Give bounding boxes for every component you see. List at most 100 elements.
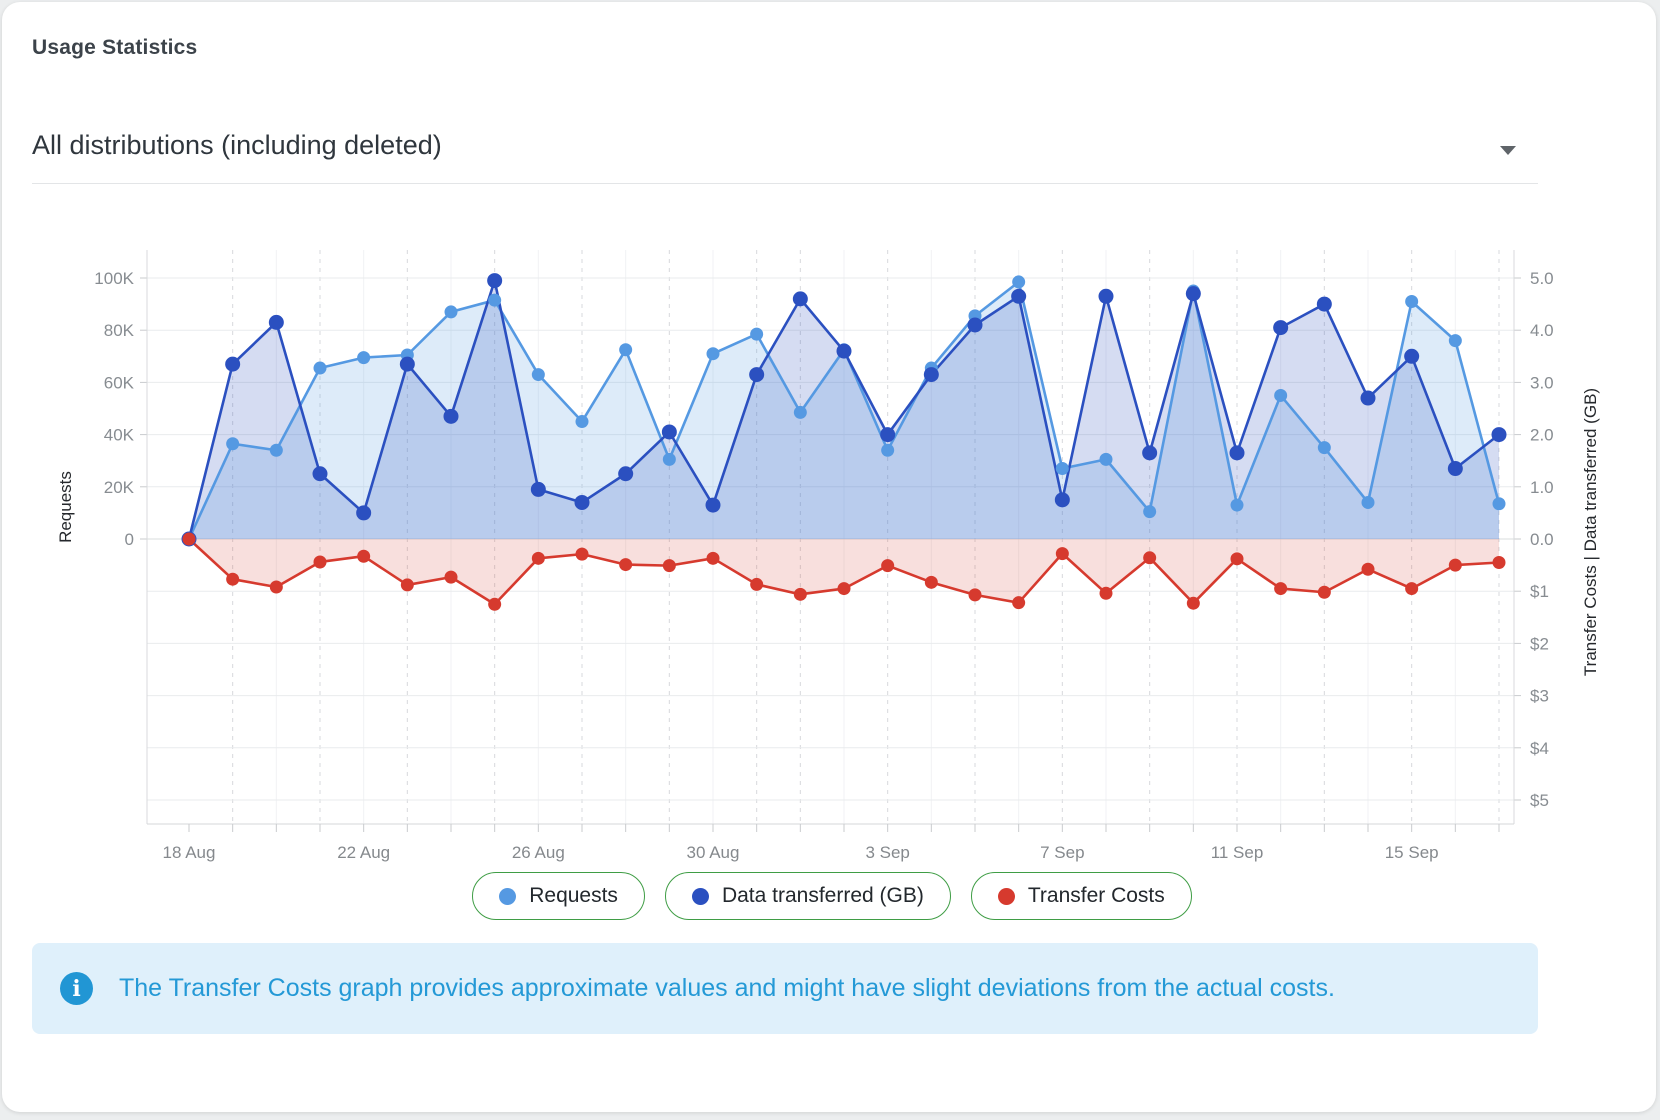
legend-item-requests[interactable]: Requests	[472, 872, 645, 920]
chevron-down-icon	[1500, 146, 1516, 155]
data-transferred-gb--point	[1098, 288, 1114, 304]
data-transferred-gb--point	[923, 367, 939, 383]
requests-area	[189, 281, 1499, 539]
transfer-costs-point	[662, 559, 676, 573]
transfer-costs-point	[1492, 555, 1506, 569]
data-transferred-gb--point	[530, 481, 546, 497]
data-transferred-gb--point	[1316, 296, 1332, 312]
right-axis-tick-label: 5.0	[1530, 269, 1554, 288]
right-axis-tick-label: $4	[1530, 739, 1549, 758]
data-transferred-gb--point	[705, 497, 721, 513]
right-axis-tick-label: 4.0	[1530, 321, 1554, 340]
transfer-costs-point	[1230, 552, 1244, 566]
transfer-costs-point	[924, 575, 938, 589]
requests-point	[269, 443, 283, 457]
data-transferred-gb--point	[1273, 320, 1289, 336]
x-axis-tick-label: 30 Aug	[687, 843, 740, 862]
data-transferred-gb--point	[268, 314, 284, 330]
transfer-costs-point	[750, 577, 764, 591]
transfer-costs-point	[1099, 586, 1113, 600]
transfer-costs-point	[1143, 551, 1157, 565]
transfer-costs-point	[226, 572, 240, 586]
requests-point	[619, 343, 633, 357]
data-transferred-gb--point	[487, 273, 503, 289]
legend-color-dot	[691, 887, 709, 905]
transfer-costs-point	[619, 558, 633, 572]
transfer-costs-point	[182, 532, 196, 546]
requests-point	[226, 437, 240, 451]
x-axis-tick-label: 18 Aug	[163, 843, 216, 862]
legend-item-data-transferred-gb-[interactable]: Data transferred (GB)	[664, 872, 951, 920]
info-banner: i The Transfer Costs graph provides appr…	[32, 943, 1538, 1034]
transfer-costs-point	[881, 559, 895, 573]
left-axis-tick-label: 20K	[104, 478, 135, 497]
requests-point	[1492, 497, 1506, 511]
data-transferred-gb--point	[1011, 288, 1027, 304]
left-axis-tick-label: 80K	[104, 321, 135, 340]
data-transferred-gb--point	[443, 408, 459, 424]
data-transferred-gb--point	[836, 343, 852, 359]
requests-point	[488, 293, 502, 307]
x-axis-tick-label: 3 Sep	[865, 843, 909, 862]
right-axis-tick-label: $3	[1530, 687, 1549, 706]
x-axis-tick-label: 11 Sep	[1211, 843, 1264, 862]
requests-point	[531, 368, 545, 382]
transfer-costs-point	[1448, 558, 1462, 572]
data-transferred-gb--point	[225, 356, 241, 372]
page-title: Usage Statistics	[32, 36, 198, 59]
transfer-costs-point	[793, 587, 807, 601]
left-axis-tick-label: 0	[125, 530, 134, 549]
data-transferred-gb--point	[618, 466, 634, 482]
data-transferred-gb--point	[661, 424, 677, 440]
right-axis-tick-label: 1.0	[1530, 478, 1554, 497]
transfer-costs-point	[1317, 585, 1331, 599]
right-axis-tick-label: 2.0	[1530, 426, 1554, 445]
legend-label: Data transferred (GB)	[721, 884, 924, 907]
right-axis-tick-label: $2	[1530, 634, 1549, 653]
data-transferred-gb--point	[749, 367, 765, 383]
transfer-costs-point	[837, 582, 851, 596]
data-transferred-gb--point	[356, 505, 372, 521]
data-transferred-gb--point	[880, 427, 896, 443]
data-transferred-gb--point	[1142, 445, 1158, 461]
right-axis-tick-label: $5	[1530, 791, 1549, 810]
x-axis-tick-label: 15 Sep	[1385, 843, 1439, 862]
requests-point	[313, 361, 327, 375]
requests-point	[575, 415, 589, 429]
data-transferred-gb--point	[399, 356, 415, 372]
x-axis-tick-label: 7 Sep	[1040, 843, 1084, 862]
requests-point	[357, 351, 371, 365]
info-banner-text: The Transfer Costs graph provides approx…	[119, 974, 1335, 1002]
right-axis-tick-label: 3.0	[1530, 373, 1554, 392]
data-transferred-gb--point	[312, 466, 328, 482]
requests-point	[793, 405, 807, 419]
left-axis-tick-label: 100K	[94, 269, 134, 288]
legend-item-transfer-costs[interactable]: Transfer Costs	[970, 872, 1192, 920]
data-transferred-gb--area	[189, 280, 1499, 539]
right-axis-title: Transfer Costs | Data transferred (GB)	[1581, 388, 1600, 676]
requests-point	[1448, 334, 1462, 348]
transfer-costs-point	[488, 597, 502, 611]
requests-point	[1055, 462, 1069, 476]
left-axis-tick-label: 40K	[104, 426, 135, 445]
data-transferred-gb--point	[1404, 348, 1420, 364]
data-transferred-gb--point	[792, 291, 808, 307]
requests-point	[1405, 294, 1419, 308]
transfer-costs-point	[357, 549, 371, 563]
right-axis-tick-label: $1	[1530, 582, 1549, 601]
distribution-select[interactable]: All distributions (including deleted)	[32, 122, 1538, 182]
requests-point	[662, 452, 676, 466]
requests-point	[1274, 388, 1288, 402]
requests-point	[1099, 452, 1113, 466]
transfer-costs-point	[1405, 582, 1419, 596]
transfer-costs-point	[706, 551, 720, 565]
transfer-costs-point	[400, 578, 414, 592]
legend-label: Requests	[529, 884, 618, 907]
data-transferred-gb--point	[1360, 390, 1376, 406]
transfer-costs-point	[575, 547, 589, 561]
left-axis-title: Requests	[56, 471, 75, 543]
distribution-select-value: All distributions (including deleted)	[32, 130, 442, 160]
requests-point	[881, 443, 895, 457]
transfer-costs-point	[1055, 547, 1069, 561]
data-transferred-gb--point	[1491, 427, 1507, 443]
